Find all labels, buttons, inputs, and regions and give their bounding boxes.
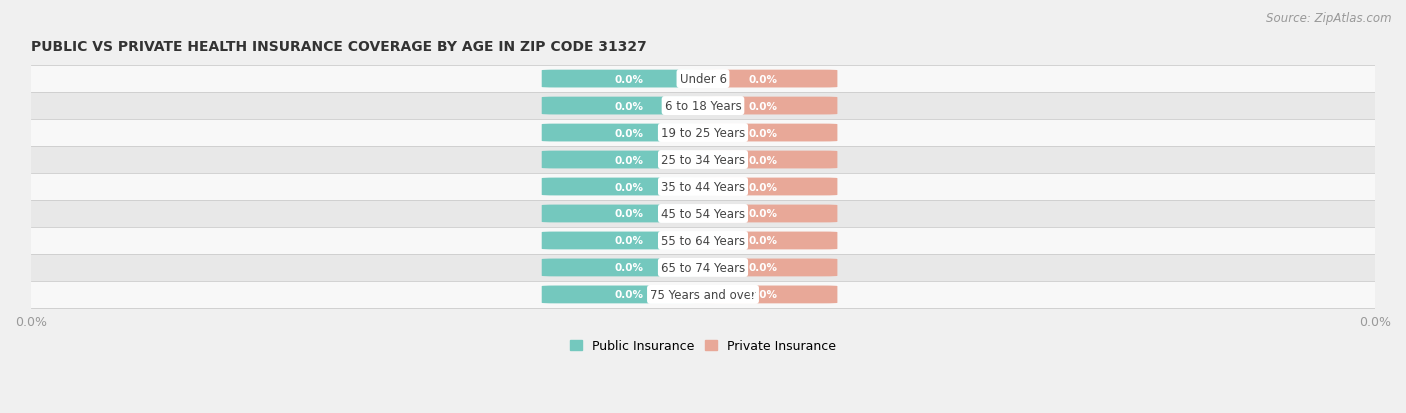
Bar xyxy=(31,173,1375,200)
FancyBboxPatch shape xyxy=(541,205,717,223)
FancyBboxPatch shape xyxy=(541,97,717,115)
Bar xyxy=(31,281,1375,308)
Text: 0.0%: 0.0% xyxy=(749,128,778,138)
Text: 0.0%: 0.0% xyxy=(614,128,644,138)
FancyBboxPatch shape xyxy=(689,286,838,304)
Bar xyxy=(31,120,1375,147)
Text: 0.0%: 0.0% xyxy=(749,209,778,219)
Text: 0.0%: 0.0% xyxy=(749,290,778,300)
Bar xyxy=(31,254,1375,281)
Bar xyxy=(31,93,1375,120)
FancyBboxPatch shape xyxy=(689,71,838,88)
Text: 0.0%: 0.0% xyxy=(614,236,644,246)
Bar xyxy=(31,228,1375,254)
FancyBboxPatch shape xyxy=(541,124,717,142)
Text: Under 6: Under 6 xyxy=(679,73,727,86)
FancyBboxPatch shape xyxy=(541,178,717,196)
Text: 0.0%: 0.0% xyxy=(614,290,644,300)
Text: 0.0%: 0.0% xyxy=(614,182,644,192)
FancyBboxPatch shape xyxy=(689,259,838,277)
FancyBboxPatch shape xyxy=(689,97,838,115)
Bar xyxy=(31,147,1375,173)
Text: 6 to 18 Years: 6 to 18 Years xyxy=(665,100,741,113)
Bar xyxy=(31,200,1375,228)
Text: 0.0%: 0.0% xyxy=(749,182,778,192)
Text: 0.0%: 0.0% xyxy=(749,263,778,273)
Bar xyxy=(31,66,1375,93)
FancyBboxPatch shape xyxy=(689,178,838,196)
Text: 19 to 25 Years: 19 to 25 Years xyxy=(661,127,745,140)
Text: 0.0%: 0.0% xyxy=(749,155,778,165)
FancyBboxPatch shape xyxy=(541,71,717,88)
FancyBboxPatch shape xyxy=(541,151,717,169)
FancyBboxPatch shape xyxy=(689,232,838,250)
Text: 55 to 64 Years: 55 to 64 Years xyxy=(661,235,745,247)
Legend: Public Insurance, Private Insurance: Public Insurance, Private Insurance xyxy=(565,334,841,357)
Text: 35 to 44 Years: 35 to 44 Years xyxy=(661,180,745,194)
FancyBboxPatch shape xyxy=(541,286,717,304)
Text: 0.0%: 0.0% xyxy=(749,236,778,246)
FancyBboxPatch shape xyxy=(689,124,838,142)
FancyBboxPatch shape xyxy=(689,205,838,223)
Text: 45 to 54 Years: 45 to 54 Years xyxy=(661,207,745,221)
Text: 0.0%: 0.0% xyxy=(749,101,778,111)
FancyBboxPatch shape xyxy=(541,232,717,250)
Text: 0.0%: 0.0% xyxy=(614,155,644,165)
FancyBboxPatch shape xyxy=(541,259,717,277)
Text: 75 Years and over: 75 Years and over xyxy=(650,288,756,301)
FancyBboxPatch shape xyxy=(689,151,838,169)
Text: 0.0%: 0.0% xyxy=(614,263,644,273)
Text: Source: ZipAtlas.com: Source: ZipAtlas.com xyxy=(1267,12,1392,25)
Text: 0.0%: 0.0% xyxy=(614,209,644,219)
Text: PUBLIC VS PRIVATE HEALTH INSURANCE COVERAGE BY AGE IN ZIP CODE 31327: PUBLIC VS PRIVATE HEALTH INSURANCE COVER… xyxy=(31,40,647,54)
Text: 0.0%: 0.0% xyxy=(614,74,644,84)
Text: 0.0%: 0.0% xyxy=(614,101,644,111)
Text: 0.0%: 0.0% xyxy=(749,74,778,84)
Text: 25 to 34 Years: 25 to 34 Years xyxy=(661,154,745,166)
Text: 65 to 74 Years: 65 to 74 Years xyxy=(661,261,745,274)
